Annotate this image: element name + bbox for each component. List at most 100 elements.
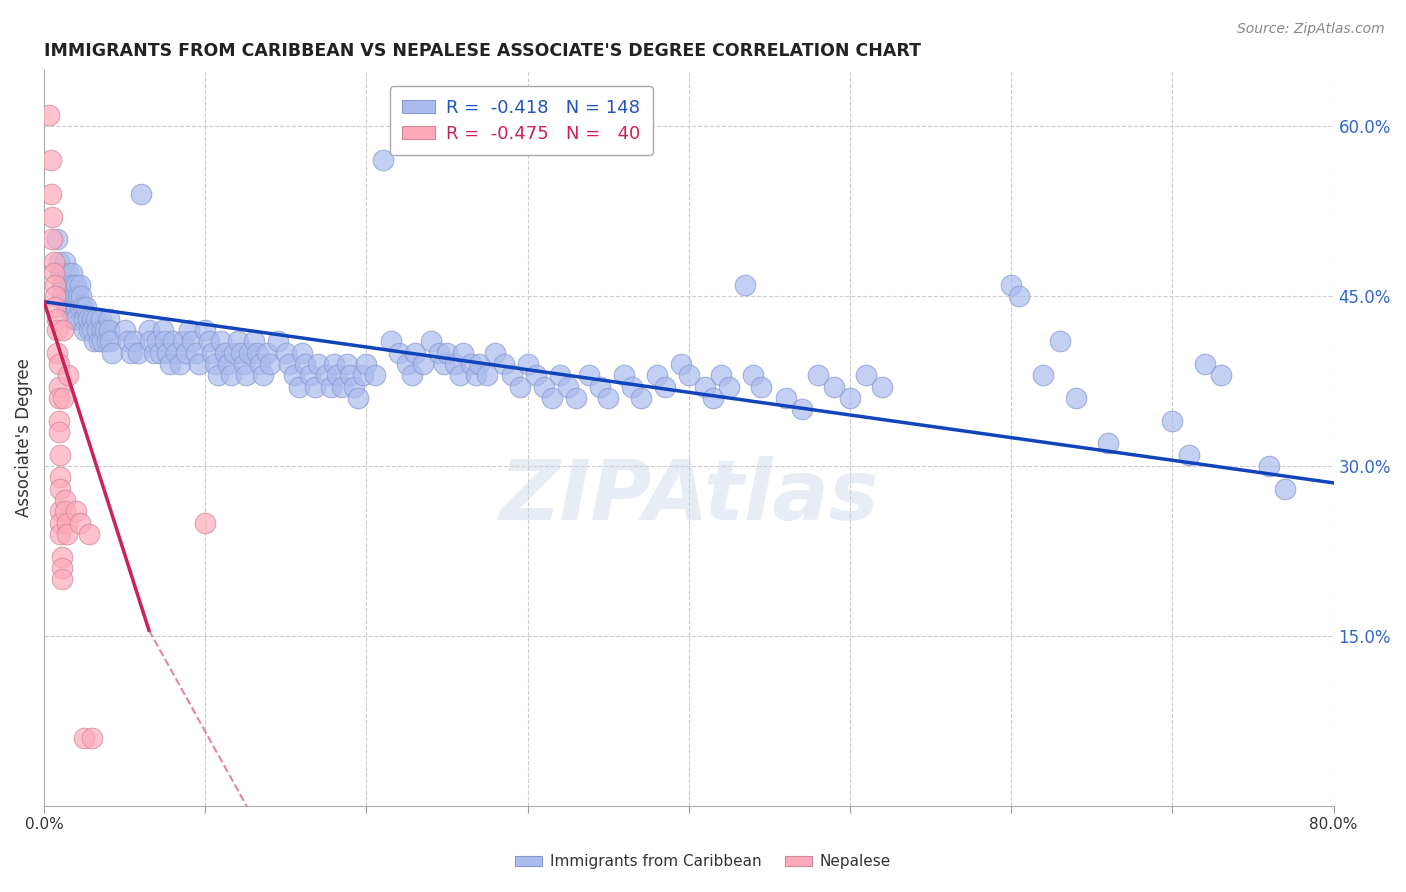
Legend: R =  -0.418   N = 148, R =  -0.475   N =   40: R = -0.418 N = 148, R = -0.475 N = 40 xyxy=(389,86,652,155)
Point xyxy=(233,357,256,371)
Point xyxy=(363,368,385,383)
Point xyxy=(509,379,531,393)
Point xyxy=(96,334,118,349)
Point xyxy=(73,311,96,326)
Point xyxy=(1097,436,1119,450)
Point xyxy=(73,731,96,745)
Point xyxy=(855,368,877,383)
Point xyxy=(465,368,488,383)
Point xyxy=(307,357,329,371)
Point xyxy=(207,368,229,383)
Point xyxy=(73,323,96,337)
Point xyxy=(669,357,692,371)
Point xyxy=(468,357,491,371)
Text: ZIPAtlas: ZIPAtlas xyxy=(499,456,879,537)
Point xyxy=(49,504,72,518)
Point xyxy=(97,323,120,337)
Point xyxy=(1161,414,1184,428)
Point xyxy=(194,323,217,337)
Point xyxy=(70,289,93,303)
Point xyxy=(194,516,217,530)
Point xyxy=(55,526,77,541)
Point xyxy=(484,345,506,359)
Point xyxy=(1064,391,1087,405)
Text: Source: ZipAtlas.com: Source: ZipAtlas.com xyxy=(1237,22,1385,37)
Point xyxy=(201,345,224,359)
Point xyxy=(401,368,423,383)
Point xyxy=(654,379,676,393)
Point xyxy=(380,334,402,349)
Point xyxy=(59,277,82,292)
Point xyxy=(533,379,555,393)
Point xyxy=(598,391,620,405)
Y-axis label: Associate's Degree: Associate's Degree xyxy=(15,359,32,517)
Point xyxy=(153,334,176,349)
Point xyxy=(169,357,191,371)
Point xyxy=(734,277,756,292)
Point xyxy=(48,255,70,269)
Point xyxy=(72,301,94,315)
Point xyxy=(718,379,741,393)
Point xyxy=(339,368,361,383)
Point xyxy=(87,334,110,349)
Point xyxy=(645,368,668,383)
Point xyxy=(53,492,76,507)
Point xyxy=(433,357,456,371)
Point xyxy=(291,345,314,359)
Point xyxy=(823,379,845,393)
Point xyxy=(76,311,98,326)
Point xyxy=(1008,289,1031,303)
Point xyxy=(204,357,226,371)
Point xyxy=(557,379,579,393)
Point xyxy=(146,334,169,349)
Point xyxy=(65,301,87,315)
Point xyxy=(55,516,77,530)
Point xyxy=(252,368,274,383)
Point xyxy=(184,345,207,359)
Point xyxy=(46,345,69,359)
Point xyxy=(1274,482,1296,496)
Point xyxy=(65,311,87,326)
Point xyxy=(501,368,523,383)
Point xyxy=(214,345,236,359)
Point xyxy=(63,311,86,326)
Point xyxy=(492,357,515,371)
Point xyxy=(39,187,62,202)
Point xyxy=(246,345,269,359)
Point xyxy=(165,345,187,359)
Point xyxy=(548,368,571,383)
Point xyxy=(77,526,100,541)
Point xyxy=(49,470,72,484)
Point xyxy=(63,289,86,303)
Point xyxy=(69,516,91,530)
Point xyxy=(516,357,538,371)
Point xyxy=(807,368,830,383)
Point xyxy=(48,414,70,428)
Point xyxy=(1000,277,1022,292)
Point xyxy=(449,368,471,383)
Point xyxy=(48,391,70,405)
Point xyxy=(352,368,374,383)
Point xyxy=(420,334,443,349)
Point xyxy=(39,153,62,168)
Point xyxy=(46,232,69,246)
Point xyxy=(69,277,91,292)
Point xyxy=(451,345,474,359)
Point xyxy=(60,289,83,303)
Point xyxy=(60,311,83,326)
Point xyxy=(524,368,547,383)
Point xyxy=(541,391,564,405)
Point xyxy=(742,368,765,383)
Point xyxy=(83,334,105,349)
Point xyxy=(89,311,111,326)
Point xyxy=(62,301,84,315)
Point xyxy=(52,267,75,281)
Point xyxy=(59,301,82,315)
Point xyxy=(630,391,652,405)
Point xyxy=(1049,334,1071,349)
Point xyxy=(58,267,80,281)
Point xyxy=(91,323,114,337)
Point xyxy=(249,357,271,371)
Point xyxy=(58,277,80,292)
Point xyxy=(229,345,252,359)
